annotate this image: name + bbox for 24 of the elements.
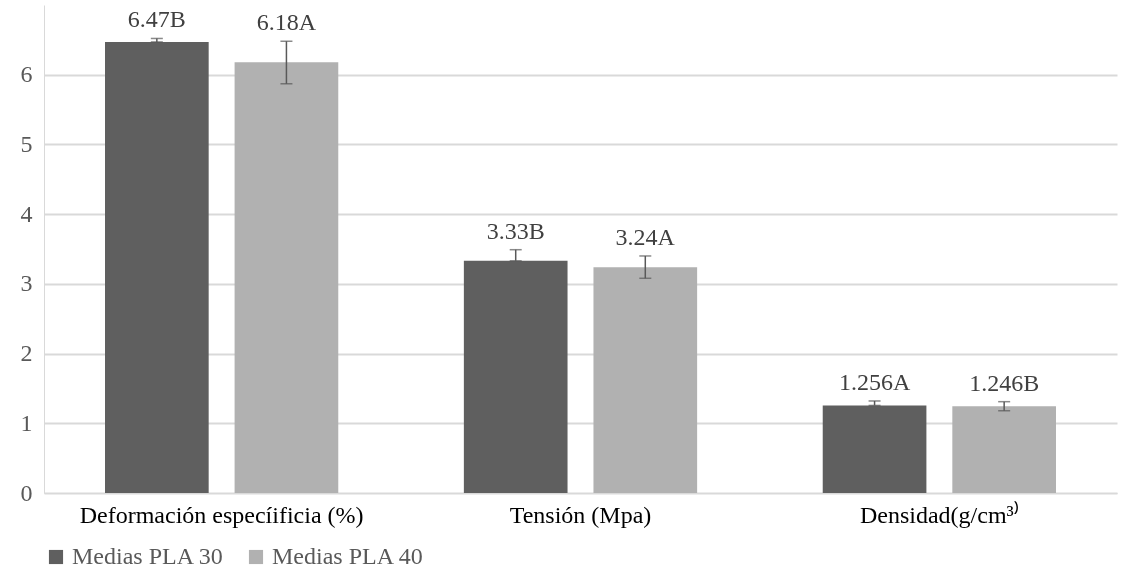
y-tick-label: 6 xyxy=(20,61,33,88)
y-tick-label: 4 xyxy=(20,200,33,227)
bar xyxy=(105,41,209,493)
bar xyxy=(822,405,927,493)
x-tick-label: Densidad(g/cm³⁾ xyxy=(859,500,1019,528)
x-tick-label: Deformación especíificia (%) xyxy=(79,501,364,528)
bar xyxy=(952,406,1056,493)
data-label: 6.47B xyxy=(127,6,186,33)
y-tick-label: 2 xyxy=(20,340,33,367)
y-tick-label: 3 xyxy=(20,270,33,297)
legend-label: Medias PLA 30 xyxy=(72,543,223,569)
y-tick-label: 0 xyxy=(20,479,33,506)
y-tick-label: 5 xyxy=(20,130,33,157)
data-label: 1.256A xyxy=(838,368,911,395)
x-tick-label: Tensión (Mpa) xyxy=(509,501,652,528)
y-tick-label: 1 xyxy=(20,409,33,436)
data-label: 3.24A xyxy=(615,223,676,250)
data-label: 3.33B xyxy=(486,217,545,244)
data-label: 6.18A xyxy=(256,9,317,36)
bar xyxy=(593,267,698,493)
bar xyxy=(234,62,339,493)
bar xyxy=(463,260,568,493)
legend-label: Medias PLA 40 xyxy=(272,543,423,569)
data-label: 1.246B xyxy=(969,369,1040,396)
